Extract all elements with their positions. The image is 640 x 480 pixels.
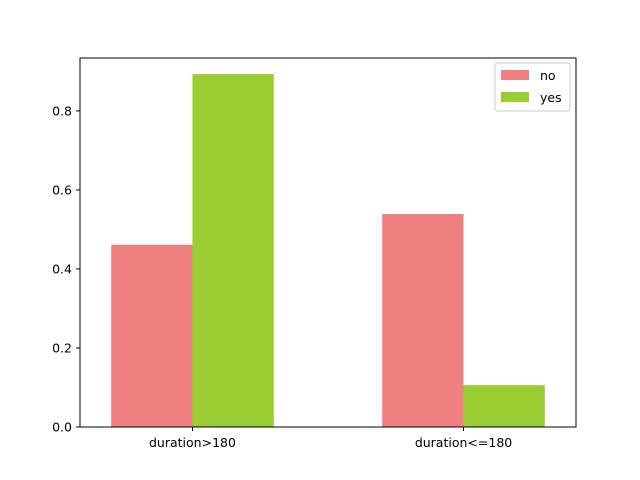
- y-axis: 0.0 0.2 0.4 0.6 0.8: [52, 103, 80, 435]
- bar-yes-1: [463, 385, 545, 427]
- bars-group: [111, 74, 545, 428]
- bar-no-1: [382, 214, 464, 427]
- legend-label-yes: yes: [540, 90, 562, 105]
- y-tick-label: 0.0: [52, 420, 72, 435]
- legend-swatch-no: [501, 70, 529, 80]
- bar-yes-0: [192, 74, 274, 428]
- legend-label-no: no: [540, 68, 556, 83]
- x-tick-label: duration<=180: [415, 435, 512, 450]
- y-tick-label: 0.4: [52, 261, 72, 276]
- y-tick-label: 0.8: [52, 103, 72, 118]
- plot-frame: [79, 57, 577, 428]
- bar-no-0: [111, 244, 193, 427]
- legend: no yes: [494, 62, 571, 112]
- legend-swatch-yes: [501, 92, 529, 102]
- y-tick-label: 0.6: [52, 182, 72, 197]
- x-axis: duration>180 duration<=180: [149, 427, 512, 450]
- x-tick-label: duration>180: [149, 435, 236, 450]
- y-tick-label: 0.2: [52, 340, 72, 355]
